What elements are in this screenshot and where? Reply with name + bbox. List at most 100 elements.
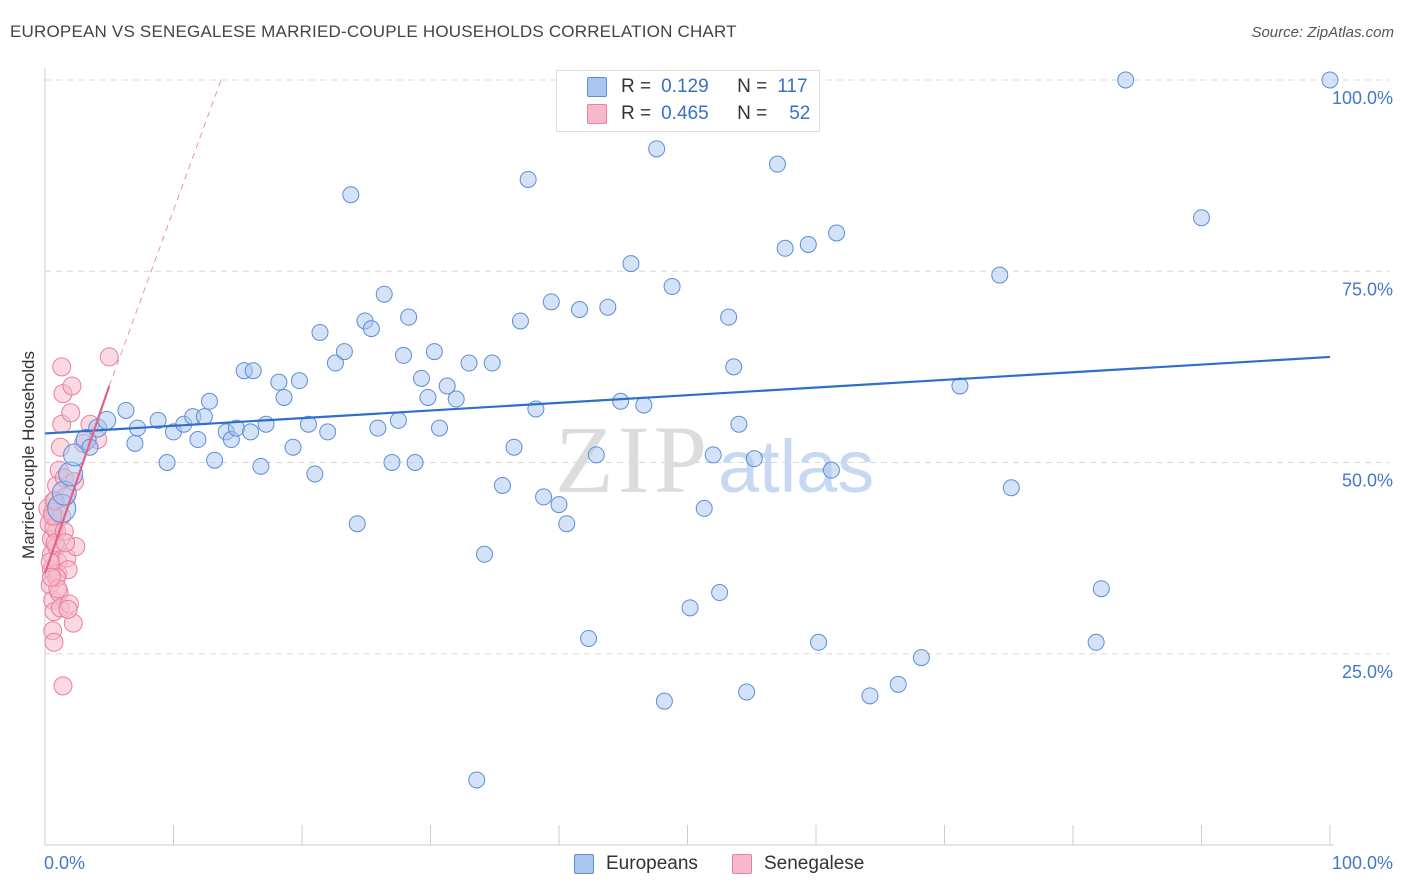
tick-labels: 25.0% 50.0% 75.0% 100.0% 0.0% 100.0%	[44, 88, 1393, 873]
bottom-legend-senegalese-label: Senegalese	[764, 853, 865, 874]
european-point	[655, 692, 673, 710]
european-point	[580, 629, 598, 647]
european-point	[599, 298, 617, 316]
bottom-legend-europeans: Europeans	[574, 852, 698, 876]
european-point	[117, 401, 135, 419]
european-point	[189, 431, 207, 449]
european-point	[252, 457, 270, 475]
legend-r-label: R =	[621, 103, 652, 124]
european-point	[861, 687, 879, 705]
european-point	[257, 415, 275, 433]
european-point	[425, 343, 443, 361]
legend-swatch-europeans	[587, 77, 607, 97]
european-point	[1193, 209, 1210, 227]
x-tick-label: 0.0%	[44, 853, 85, 873]
legend-r-value: 0.465	[661, 103, 709, 124]
european-point	[369, 419, 387, 437]
european-point	[542, 293, 560, 311]
european-point	[468, 771, 486, 789]
european-point	[335, 343, 353, 361]
european-point	[730, 415, 748, 433]
european-point	[383, 454, 401, 471]
european-point	[200, 392, 218, 410]
senegalese-point	[58, 599, 78, 619]
y-tick-label: 100.0%	[1332, 88, 1393, 108]
european-point	[149, 411, 167, 429]
stats-legend: R = 0.129 N = 117 R = 0.465 N = 52	[556, 70, 820, 132]
european-point	[810, 633, 828, 651]
european-point	[483, 354, 501, 372]
senegalese-points	[38, 347, 119, 696]
senegalese-point	[53, 676, 73, 696]
european-point	[822, 461, 840, 479]
senegalese-point	[99, 347, 119, 367]
european-point	[447, 390, 465, 408]
y-tick-label: 75.0%	[1342, 279, 1393, 299]
watermark-zip: ZIP	[555, 406, 711, 513]
legend-n-value: 52	[789, 103, 811, 124]
senegalese-point	[44, 632, 64, 652]
legend-r-label: R =	[621, 76, 652, 97]
european-point	[460, 354, 478, 372]
european-point	[475, 545, 493, 563]
european-point	[1092, 580, 1110, 598]
european-point	[406, 454, 424, 471]
european-point	[362, 320, 380, 338]
european-point	[519, 170, 537, 188]
bottom-legend-senegalese: Senegalese	[732, 852, 864, 876]
european-point	[348, 515, 366, 533]
european-point	[413, 369, 431, 387]
european-point	[704, 446, 722, 464]
legend-n-value: 117	[777, 76, 808, 97]
european-point	[725, 358, 743, 376]
european-point	[290, 372, 308, 390]
senegalese-point	[52, 357, 72, 377]
european-point	[270, 373, 288, 391]
european-point	[738, 683, 756, 701]
senegalese-point	[61, 403, 81, 423]
european-point	[695, 499, 713, 517]
european-point	[342, 186, 360, 204]
x-tick-label: 100.0%	[1332, 853, 1393, 873]
european-point	[400, 308, 418, 326]
y-tick-label: 50.0%	[1342, 471, 1393, 491]
senegalese-point	[41, 567, 61, 587]
bottom-swatch-senegalese	[732, 854, 752, 874]
legend-swatch-senegalese	[587, 104, 607, 124]
european-point	[275, 388, 293, 406]
european-point	[622, 255, 640, 273]
legend-n-label: N =	[737, 103, 768, 124]
european-point	[571, 301, 589, 318]
legend-row-senegalese: R = 0.465 N = 52	[557, 101, 810, 127]
european-point	[648, 140, 666, 158]
trend-lines	[43, 79, 1331, 574]
european-point	[195, 408, 213, 426]
legend-row-europeans: R = 0.129 N = 117	[557, 74, 808, 100]
european-point	[284, 438, 302, 456]
european-point	[951, 377, 969, 395]
european-point	[663, 278, 681, 296]
bottom-legend-europeans-label: Europeans	[606, 853, 698, 874]
european-point	[558, 515, 576, 533]
european-point	[430, 419, 448, 437]
european-point	[326, 354, 344, 372]
european-point	[242, 423, 260, 441]
european-point	[1117, 71, 1135, 89]
european-points	[47, 71, 1339, 789]
european-point	[505, 438, 523, 456]
european-point	[299, 415, 317, 433]
european-point	[244, 362, 262, 380]
european-point	[1002, 479, 1020, 497]
european-point	[991, 266, 1009, 284]
european-point	[126, 434, 144, 452]
european-point	[158, 454, 176, 471]
senegalese-trend-line	[43, 385, 111, 574]
european-trend-line	[44, 355, 1331, 435]
european-point	[311, 323, 329, 341]
senegalese-point	[56, 533, 76, 553]
european-point	[745, 450, 763, 468]
european-point	[438, 377, 456, 395]
y-tick-label: 25.0%	[1342, 662, 1393, 682]
watermark-atlas: atlas	[718, 425, 874, 508]
